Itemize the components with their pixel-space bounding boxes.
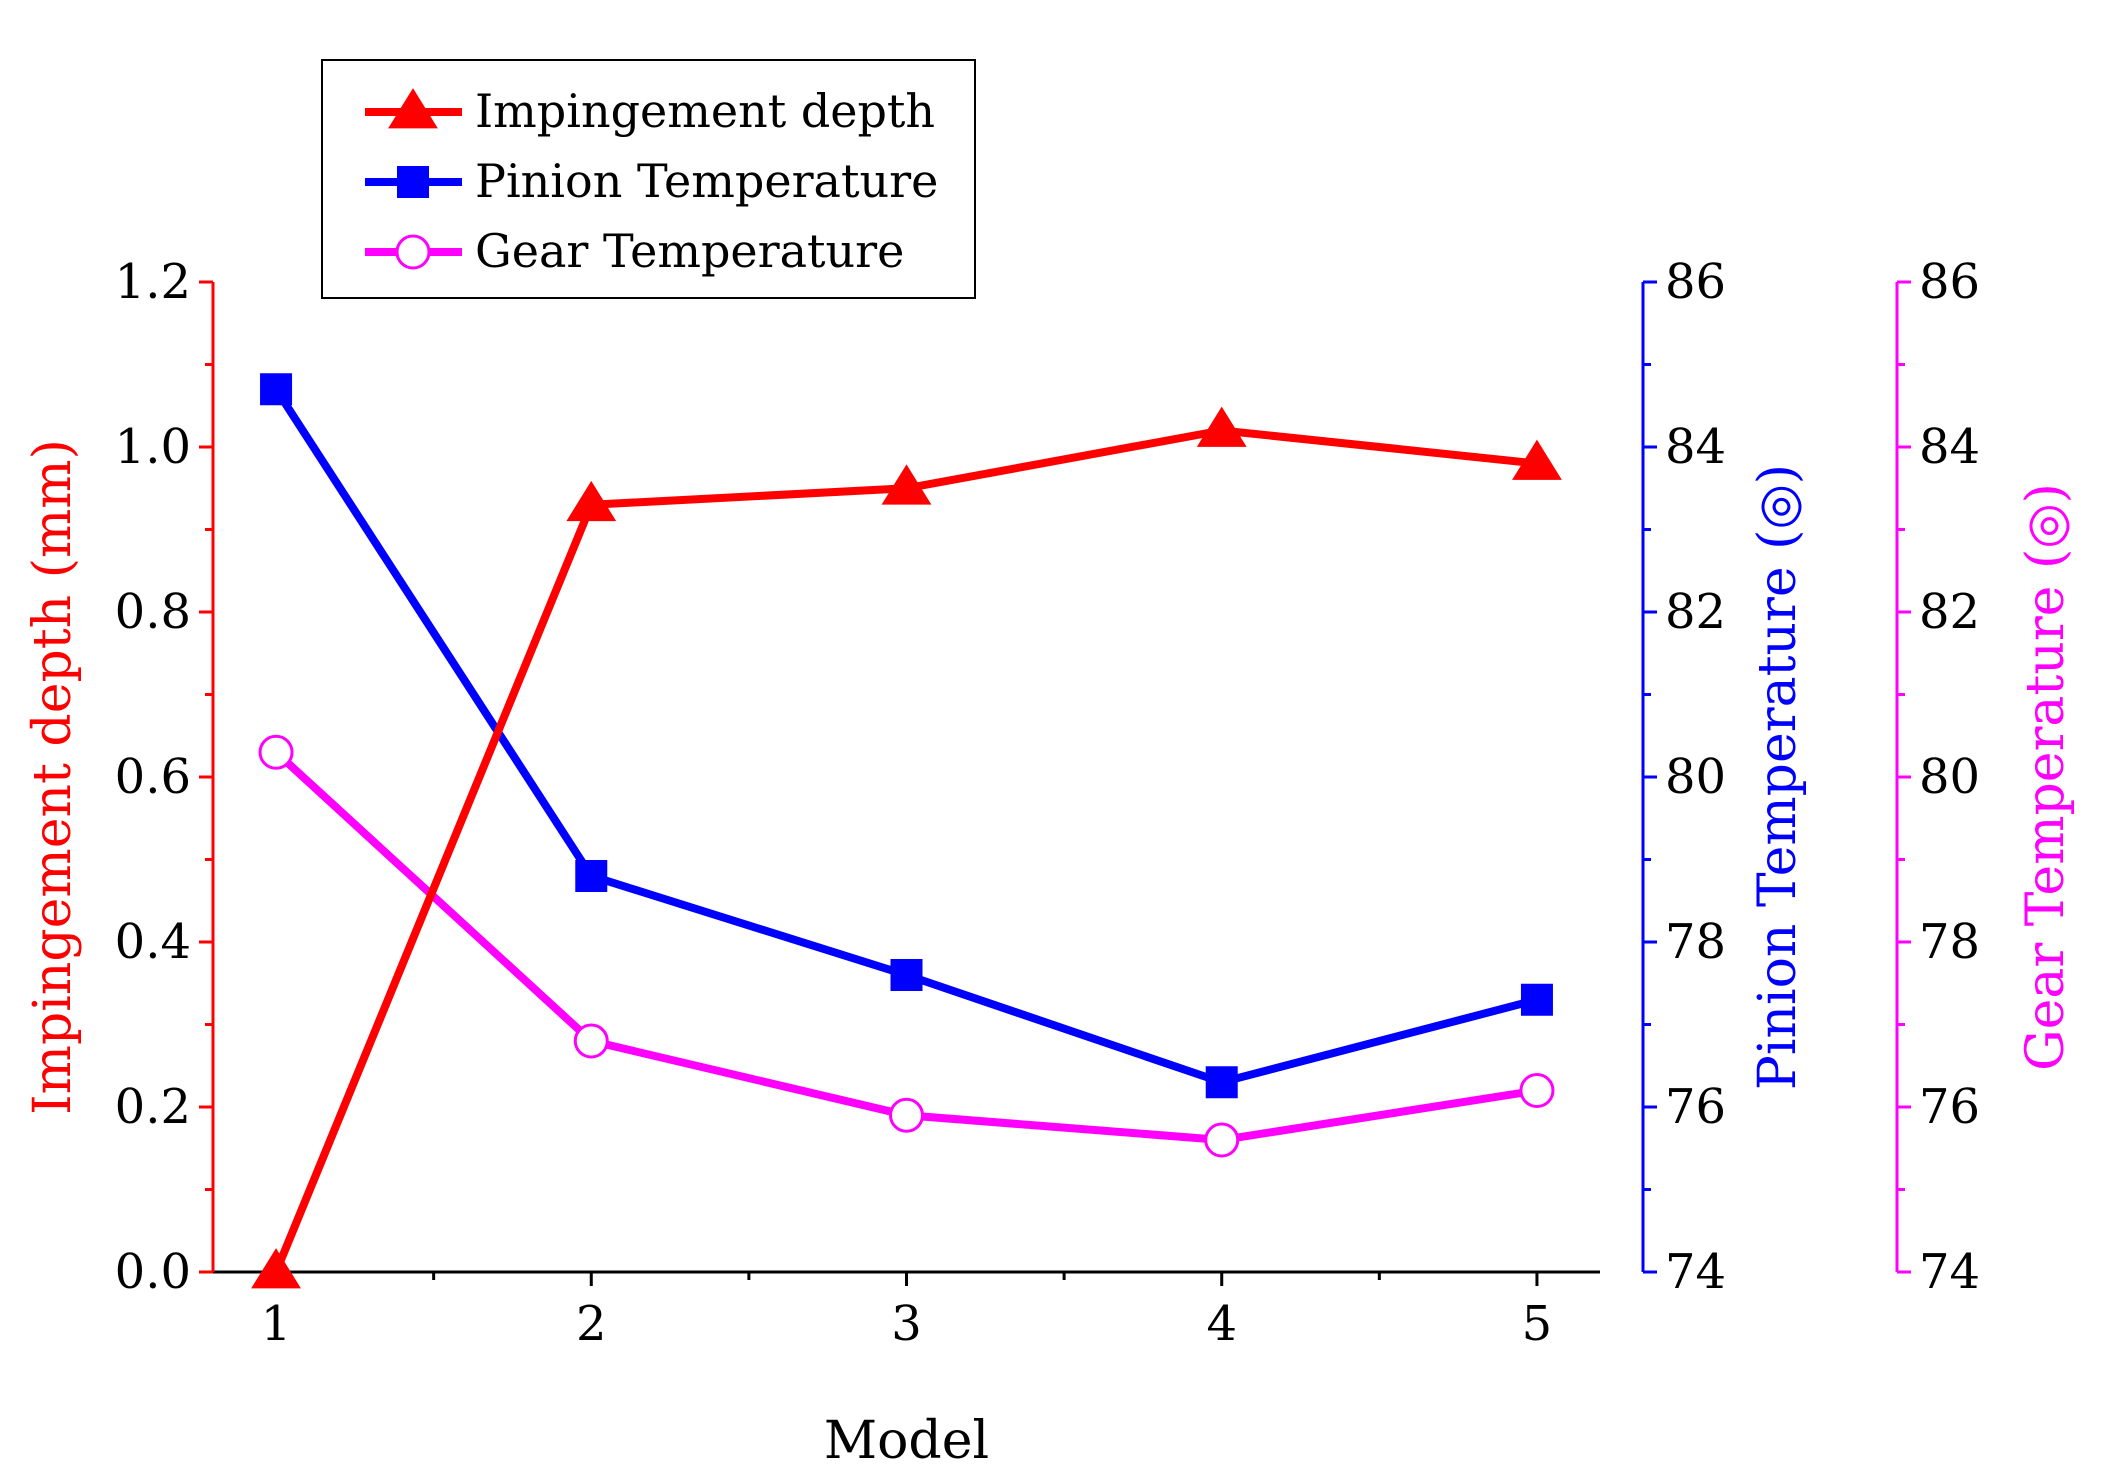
right2-tick-label: 84 xyxy=(1919,419,1980,475)
pinion-temperature-point xyxy=(1520,983,1553,1016)
gear-temperature-point xyxy=(573,1023,609,1059)
right2-tick-label: 78 xyxy=(1919,914,1980,970)
x-tick-label: 4 xyxy=(1206,1296,1237,1352)
impingement-depth-point xyxy=(1512,439,1562,480)
gear-temperature-point xyxy=(1519,1073,1555,1108)
impingement-depth-point xyxy=(566,480,617,522)
impingement-depth-point xyxy=(881,464,932,505)
pinion-temperature-point xyxy=(890,959,923,991)
right1-tick-label: 84 xyxy=(1665,419,1726,475)
series-gear-temperature xyxy=(258,734,1555,1158)
legend-label: Impingement depth xyxy=(475,84,935,138)
legend-entry-pinion-temperature: Pinion Temperature xyxy=(365,154,938,208)
right1-tick-label: 86 xyxy=(1665,254,1726,310)
right1-tick-label: 82 xyxy=(1665,584,1726,640)
left-tick-label: 0.4 xyxy=(115,914,191,970)
series-impingement-depth xyxy=(251,406,1562,1289)
left-tick-label: 0.6 xyxy=(115,749,191,805)
right1-tick-label: 80 xyxy=(1665,749,1726,805)
x-tick-label: 3 xyxy=(891,1296,922,1352)
legend-entry-gear-temperature: Gear Temperature xyxy=(365,224,904,278)
gear-temperature-point xyxy=(258,734,294,770)
impingement-depth-point xyxy=(251,1248,301,1289)
left-tick-label: 0.2 xyxy=(115,1079,191,1135)
impingement-depth-line xyxy=(272,426,1538,1274)
legend-marker xyxy=(395,234,431,270)
left-axis-title: Impingement depth (mm) xyxy=(23,439,83,1115)
x-tick-label: 2 xyxy=(576,1296,607,1352)
impingement-depth-point xyxy=(1196,406,1247,447)
right2-tick-label: 80 xyxy=(1919,749,1980,805)
pinion-temperature-point xyxy=(1205,1066,1238,1099)
right2-axis-title: Gear Temperature (◎) xyxy=(2016,483,2076,1071)
legend-marker xyxy=(397,166,429,198)
legend-entry-impingement-depth: Impingement depth xyxy=(365,84,935,138)
pinion-temperature-point xyxy=(575,860,608,892)
right2-tick-label: 86 xyxy=(1919,254,1980,310)
gear-temperature-point xyxy=(889,1097,924,1133)
legend-label: Gear Temperature xyxy=(475,224,904,278)
legend-label: Pinion Temperature xyxy=(475,154,938,208)
left-tick-label: 0.8 xyxy=(115,584,191,640)
right2-tick-label: 76 xyxy=(1919,1079,1980,1135)
pinion-temperature-point xyxy=(260,373,293,406)
series-pinion-temperature xyxy=(260,373,1553,1099)
legend-marker xyxy=(388,88,438,129)
right2-tick-label: 82 xyxy=(1919,584,1980,640)
x-axis-title: Model xyxy=(824,1411,989,1471)
right1-tick-label: 78 xyxy=(1665,914,1726,970)
x-tick-label: 5 xyxy=(1522,1296,1553,1352)
legend: Impingement depth Pinion Temperature Gear … xyxy=(321,59,976,299)
right1-axis-title: Pinion Temperature (◎) xyxy=(1748,464,1808,1090)
series-layer xyxy=(251,373,1562,1289)
left-tick-label: 1.2 xyxy=(115,254,191,310)
left-tick-label: 0.0 xyxy=(115,1244,191,1300)
axes-layer: 1 2 3 4 5 Model 0.0 0.2 0.4 0.6 0.8 1.0 1.2 Impingeme… xyxy=(23,254,2076,1471)
left-tick-label: 1.0 xyxy=(115,419,191,475)
right1-tick-label: 74 xyxy=(1665,1244,1726,1300)
x-tick-label: 1 xyxy=(261,1296,292,1352)
right1-tick-label: 76 xyxy=(1665,1079,1726,1135)
right2-tick-label: 74 xyxy=(1919,1244,1980,1300)
gear-temperature-point xyxy=(1204,1122,1240,1158)
